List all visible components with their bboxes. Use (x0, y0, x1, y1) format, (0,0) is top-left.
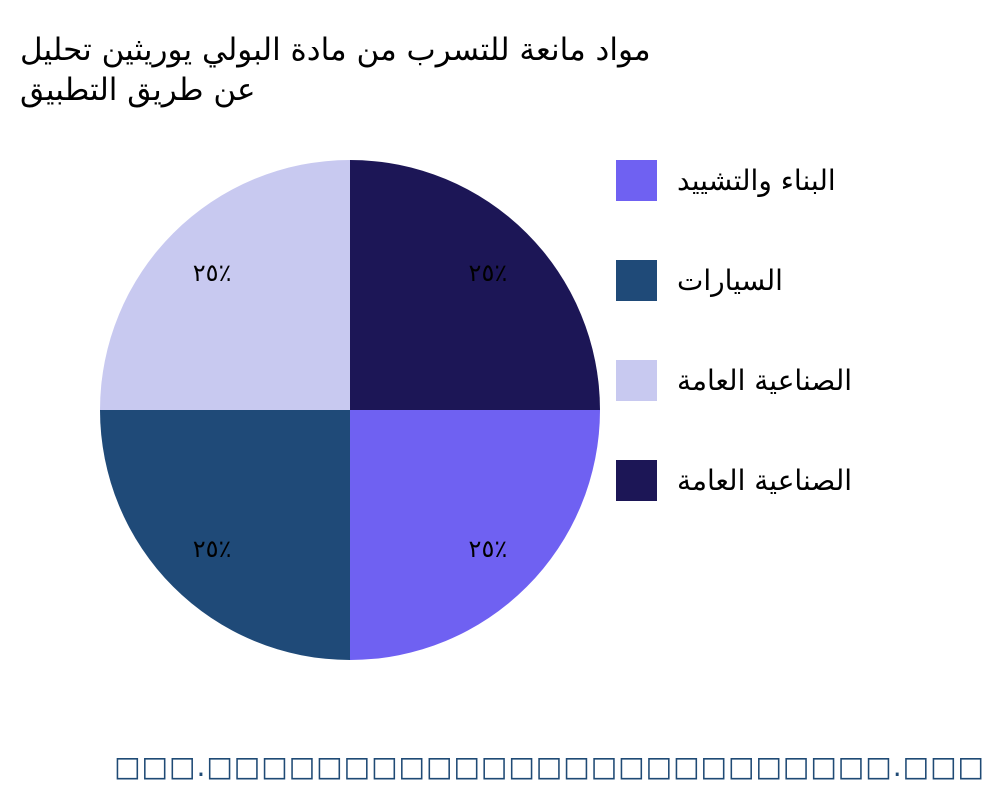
pie-data-label: ٢٥٪ (193, 259, 232, 287)
chart-title: مواد مانعة للتسرب من مادة البولي يوريثين… (20, 30, 990, 110)
pie-data-label: ٢٥٪ (469, 259, 508, 287)
legend-label: البناء والتشييد (677, 164, 836, 197)
chart-title-line: عن طريق التطبيق (20, 72, 256, 108)
footer-source: □□□.□□□□□□□□□□□□□□□□□□□□□□□□□.□□□ (114, 750, 985, 783)
pie-data-label: ٢٥٪ (193, 535, 232, 563)
legend-item: الصناعية العامة (616, 360, 852, 401)
legend-item: البناء والتشييد (616, 160, 836, 201)
pie-slice (100, 410, 350, 660)
pie-slice (350, 410, 600, 660)
chart-title-line: مواد مانعة للتسرب من مادة البولي يوريثين… (20, 32, 651, 68)
legend-swatch (616, 260, 657, 301)
legend-swatch (616, 460, 657, 501)
pie-data-label: ٢٥٪ (469, 535, 508, 563)
legend-item: الصناعية العامة (616, 460, 852, 501)
legend-label: الصناعية العامة (677, 364, 852, 397)
legend-label: الصناعية العامة (677, 464, 852, 497)
legend-swatch (616, 160, 657, 201)
pie-slice (350, 160, 600, 410)
legend-item: السيارات (616, 260, 783, 301)
legend-label: السيارات (677, 264, 783, 297)
legend-swatch (616, 360, 657, 401)
pie-slice (100, 160, 350, 410)
